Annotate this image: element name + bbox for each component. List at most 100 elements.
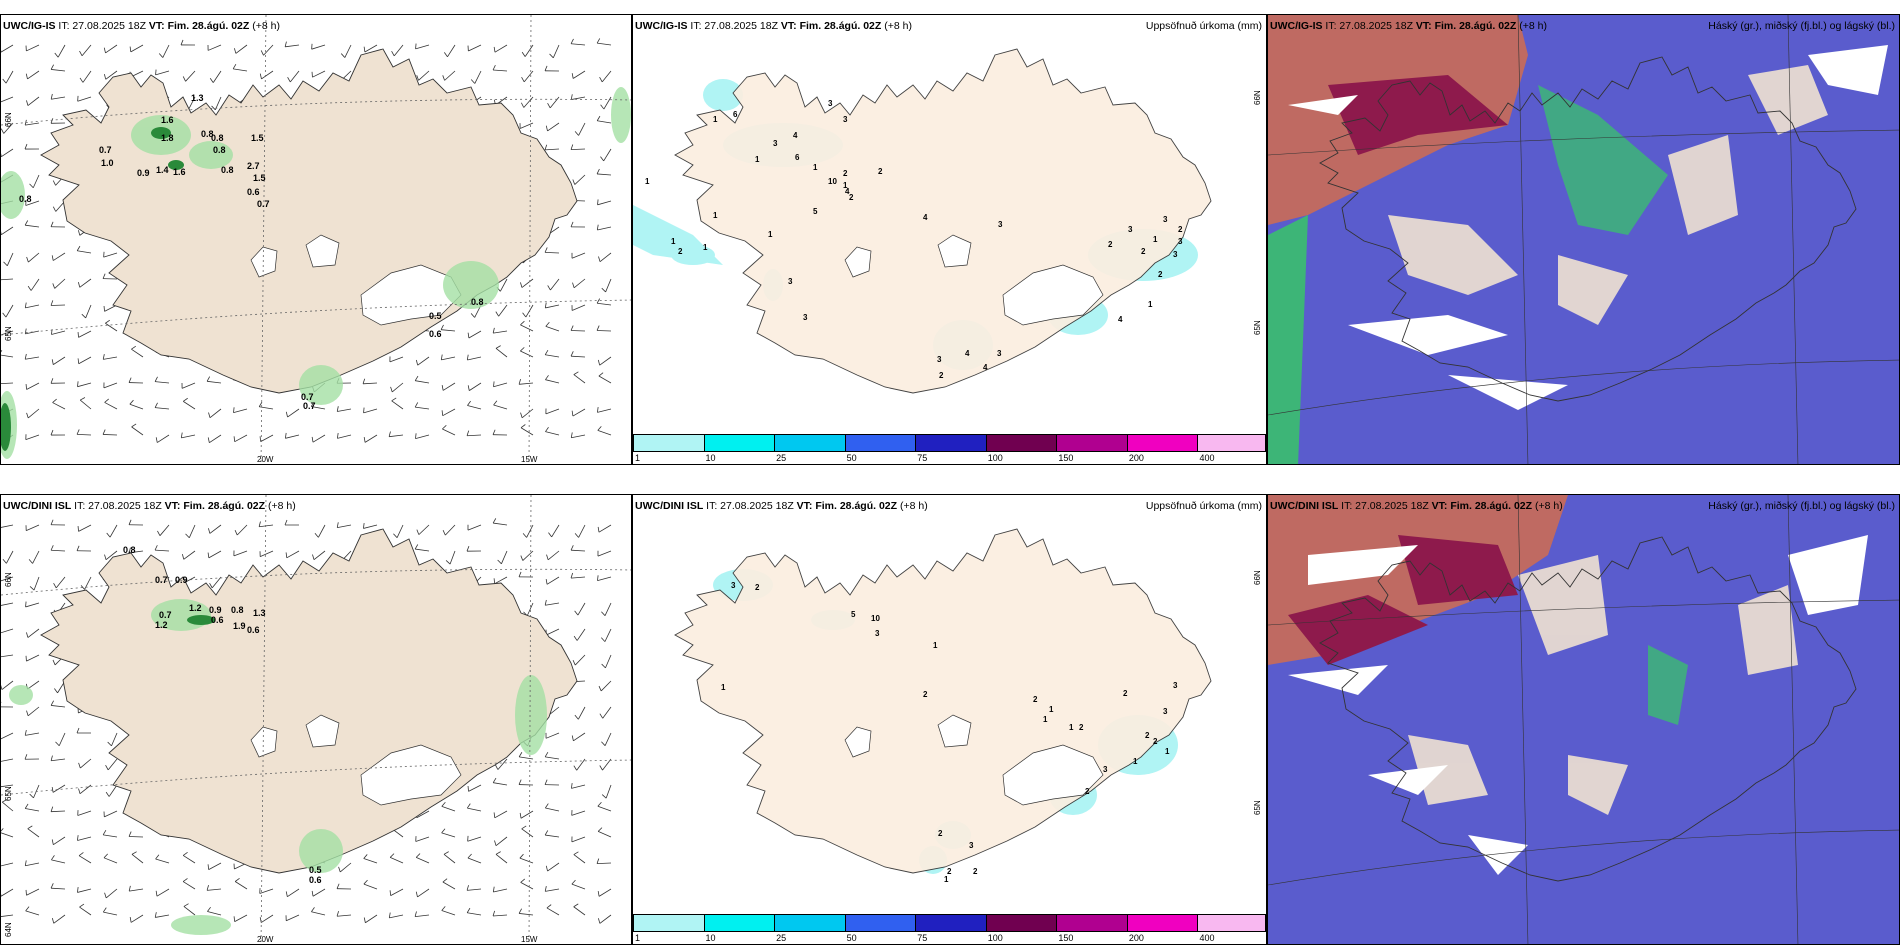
precip-value: 3 <box>1103 765 1108 774</box>
wind-value: 0.7 <box>257 199 270 209</box>
wind-barb-icon <box>570 143 586 151</box>
wind-barb-icon <box>154 402 170 410</box>
wind-barb-icon <box>284 39 300 48</box>
wind-barb-icon <box>1 728 14 740</box>
wind-barb-icon <box>492 429 508 436</box>
wind-barb-icon <box>1 649 14 658</box>
wind-barb-icon <box>50 780 66 793</box>
wind-barb-icon <box>76 780 92 795</box>
wind-value: 0.6 <box>211 615 224 625</box>
legend-label: 25 <box>776 933 787 943</box>
wind-barb-icon <box>284 519 300 526</box>
wind-value: 0.5 <box>429 311 442 321</box>
wind-barb-icon <box>75 352 92 365</box>
wind-barb-icon <box>207 906 223 916</box>
wind-barb-icon <box>596 248 612 263</box>
lat-label-65n: 65N <box>1253 320 1262 335</box>
wind-barb-icon <box>361 403 378 414</box>
precip-value: 2 <box>878 167 883 176</box>
wind-barb-icon <box>598 755 612 771</box>
wind-barb-icon <box>545 321 562 332</box>
wind-barb-icon <box>23 884 40 896</box>
wind-barb-icon <box>206 430 222 444</box>
wind-barb-icon <box>544 374 561 384</box>
panel-cloud-bottom: UWC/DINI ISL IT: 27.08.2025 18Z VT: Fim.… <box>1267 494 1900 945</box>
wind-barb-icon <box>596 910 612 924</box>
wind-barb-icon <box>595 195 612 206</box>
wind-barb-icon <box>596 115 613 124</box>
legend-swatch <box>844 914 916 932</box>
wind-barb-icon <box>179 377 196 389</box>
lon-label-15w: 15W <box>521 455 538 464</box>
wind-barb-icon <box>24 92 40 106</box>
panel-title: UWC/DINI ISL IT: 27.08.2025 18Z VT: Fim.… <box>1270 500 1563 512</box>
wind-barb-icon <box>544 829 561 838</box>
wind-barb-icon <box>1 222 14 236</box>
wind-barb-icon <box>598 703 612 719</box>
wind-barb-icon <box>310 884 326 897</box>
lon-label-20w: 20W <box>257 455 274 464</box>
wind-barb-icon <box>570 350 586 358</box>
lat-label-66n: 66N <box>4 112 13 127</box>
precip-value: 1 <box>1049 705 1054 714</box>
precip-value: 2 <box>1153 737 1158 746</box>
wind-barb-icon <box>131 422 147 436</box>
wind-barb-icon <box>1 857 14 867</box>
wind-barb-icon <box>101 806 118 818</box>
wind-barb-icon <box>1 597 14 607</box>
wind-barb-icon <box>105 522 118 538</box>
wind-value: 0.7 <box>303 401 316 411</box>
wind-barb-icon <box>76 545 92 552</box>
wind-value: 0.8 <box>211 133 224 143</box>
wind-barb-icon <box>50 429 66 436</box>
legend-frame <box>633 914 1266 932</box>
wind-barb-icon <box>1 68 14 84</box>
wind-barb-icon <box>597 801 614 812</box>
wind-barb-icon <box>544 572 560 585</box>
wind-barb-icon <box>491 572 508 585</box>
wind-barb-icon <box>443 849 459 864</box>
wind-barb-icon <box>389 852 406 864</box>
wind-barb-icon <box>257 430 274 443</box>
precip-value: 3 <box>828 99 833 108</box>
legend-swatch <box>1197 434 1266 452</box>
wind-barb-icon <box>391 396 407 410</box>
wind-barb-icon <box>388 429 404 438</box>
legend-label: 1 <box>635 933 641 943</box>
wind-barb-icon <box>491 377 508 388</box>
wind-barb-icon <box>1 91 14 103</box>
wind-barb-icon <box>335 519 352 529</box>
precip-value: 3 <box>1178 237 1183 246</box>
wind-barb-icon <box>569 779 586 789</box>
wind-barb-icon <box>181 67 196 82</box>
lat-label-66n: 66N <box>4 572 13 587</box>
wind-value: 1.9 <box>233 621 246 631</box>
wind-barb-icon <box>518 274 534 288</box>
wind-barb-icon <box>23 429 40 441</box>
wind-barb-icon <box>596 884 612 897</box>
wind-barb-icon <box>50 700 66 708</box>
wind-barb-icon <box>440 378 456 391</box>
wind-barb-icon <box>441 424 458 436</box>
legend-swatch <box>774 914 845 932</box>
precip-value: 2 <box>1178 225 1183 234</box>
wind-barb-icon <box>50 832 66 846</box>
wind-barb-icon <box>596 857 612 865</box>
wind-barb-icon <box>465 519 482 531</box>
precip-value: 1 <box>1133 757 1138 766</box>
wind-barb-icon <box>310 546 326 561</box>
wind-barb-icon <box>415 852 432 864</box>
wind-barb-icon <box>387 884 404 897</box>
wind-barb-icon <box>75 377 92 388</box>
wind-barb-icon <box>24 404 40 419</box>
wind-value: 1.5 <box>253 173 266 183</box>
wind-barb-icon <box>104 397 120 410</box>
wind-barb-icon <box>1 519 14 529</box>
legend-swatch <box>1056 434 1127 452</box>
wind-barb-icon <box>413 831 430 842</box>
legend-swatch <box>985 434 1057 452</box>
wind-value: 1.0 <box>101 158 114 168</box>
wind-barb-icon <box>543 597 560 606</box>
wind-barb-icon <box>75 883 92 893</box>
wind-barb-icon <box>492 40 508 53</box>
